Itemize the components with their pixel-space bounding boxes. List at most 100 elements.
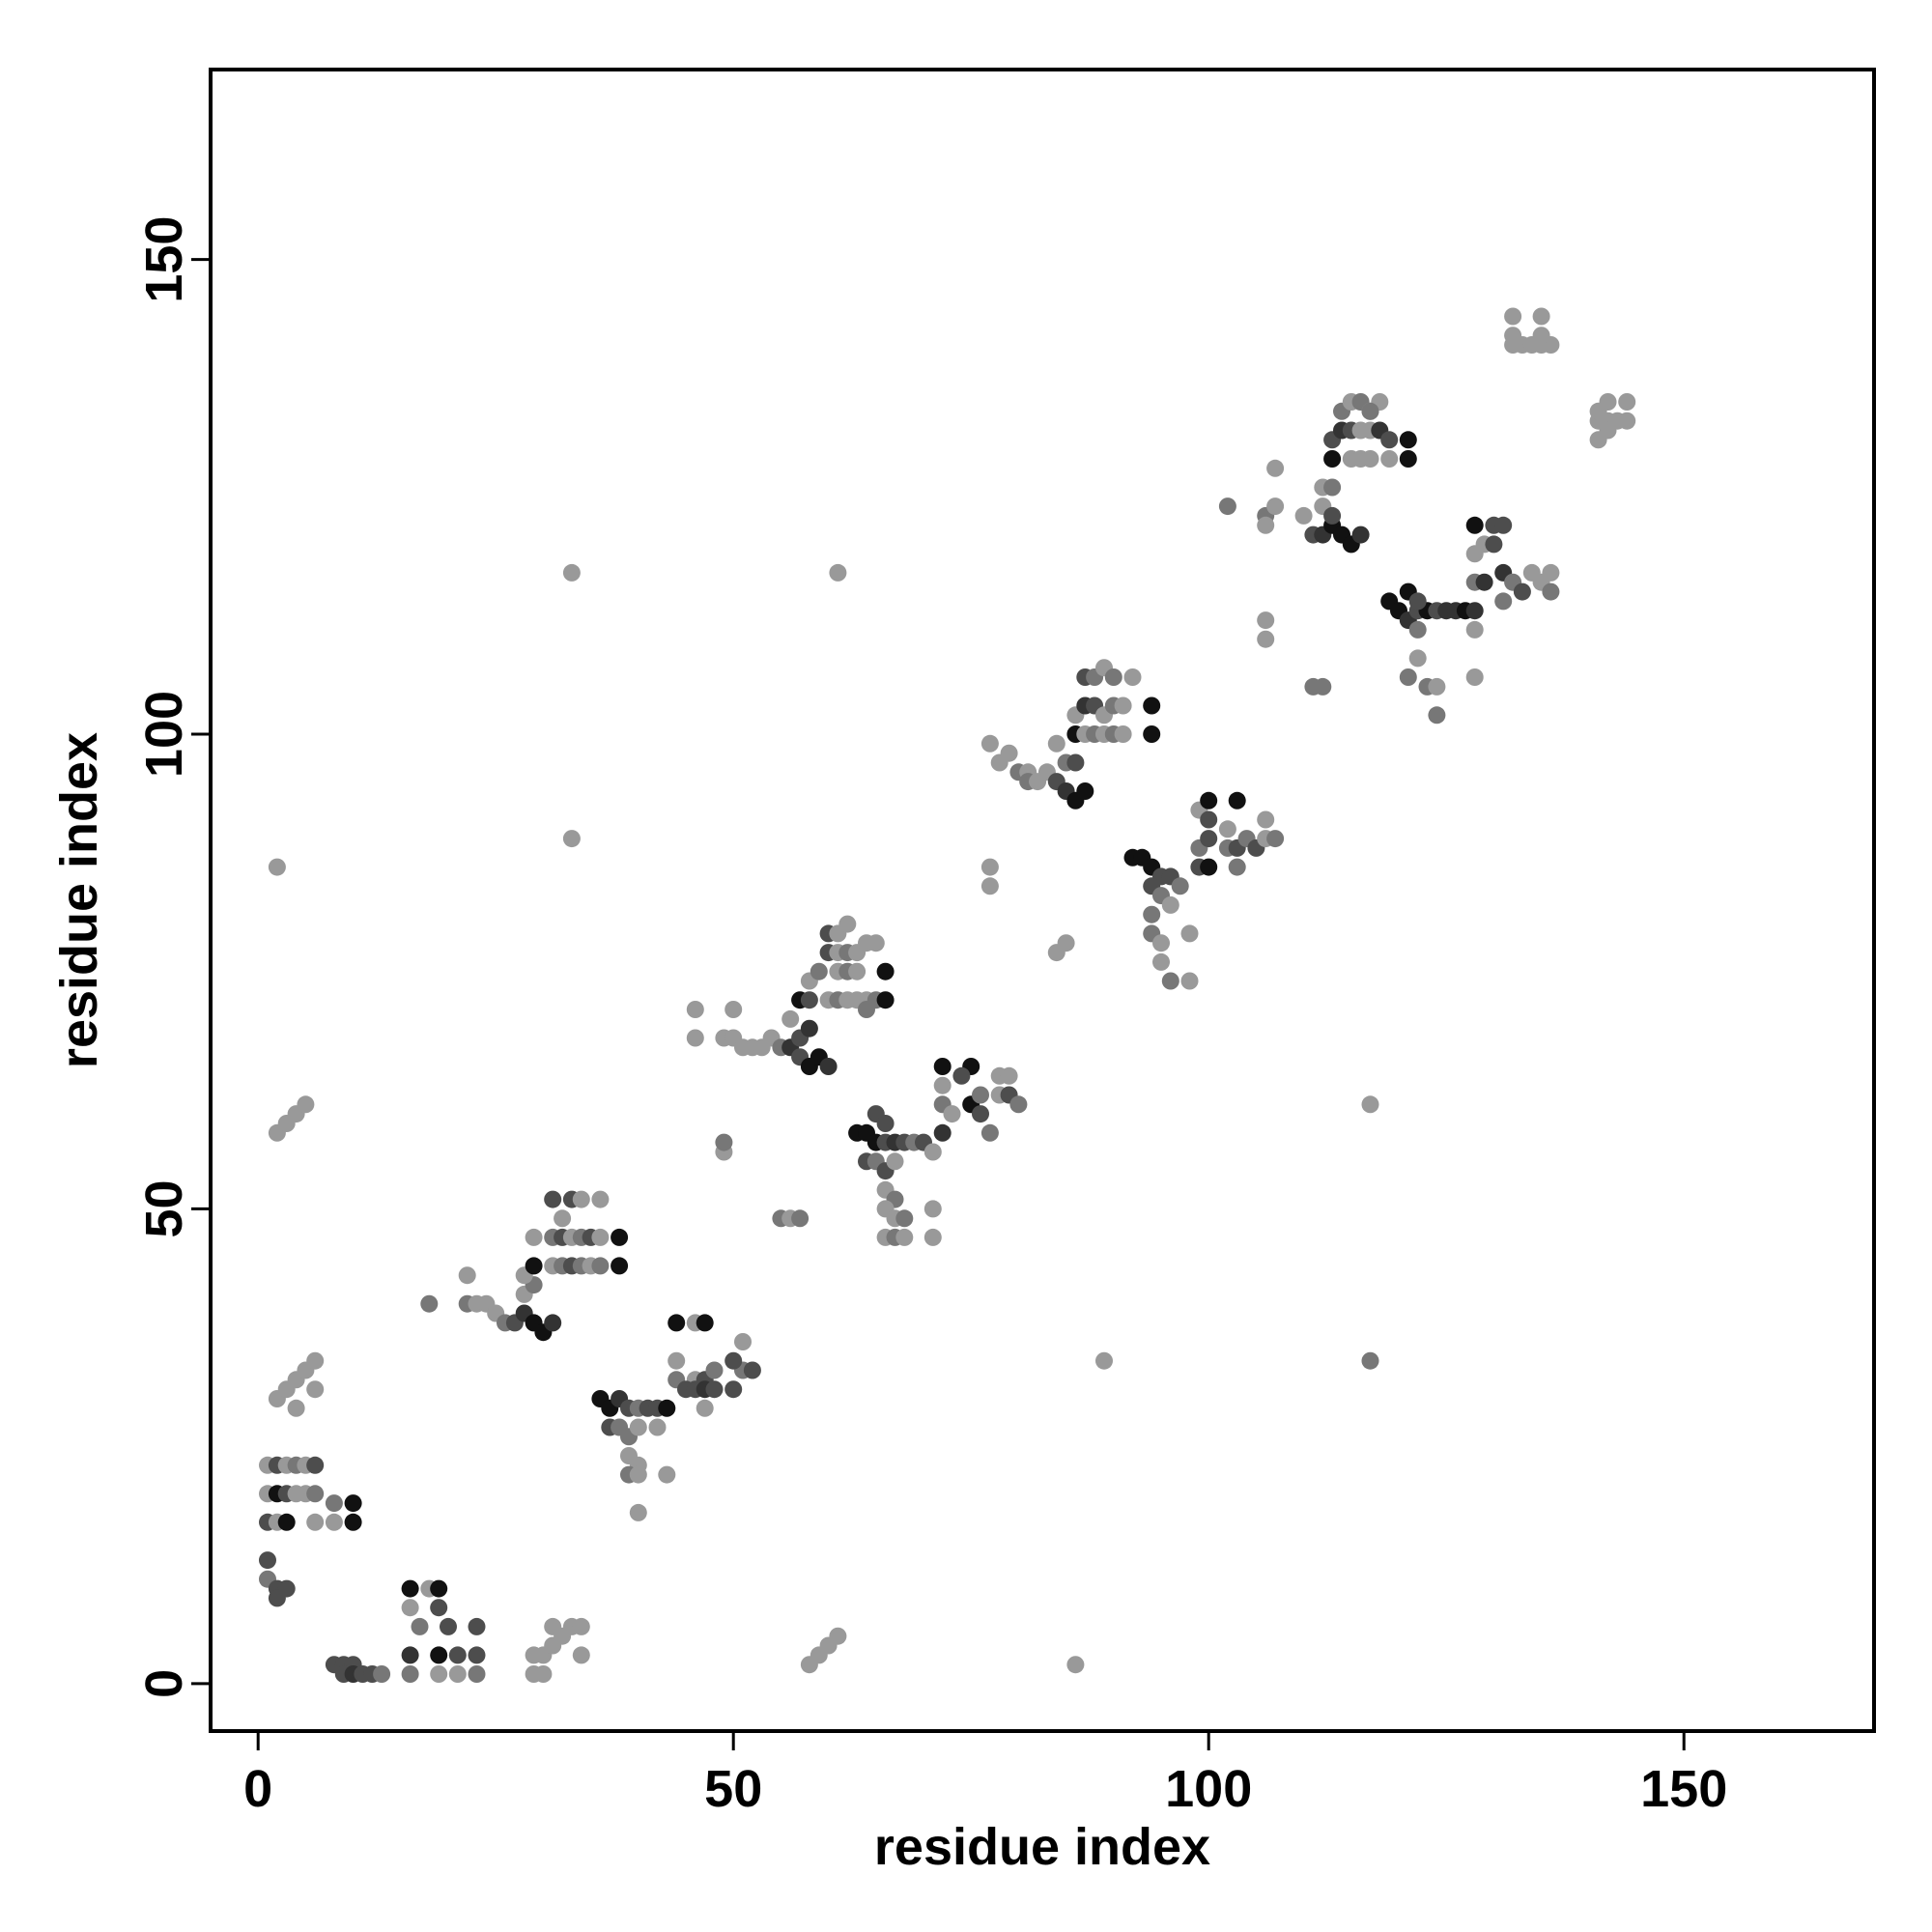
data-point [544,1314,562,1332]
data-point [611,1257,629,1275]
data-point [1399,431,1417,449]
data-point [1542,563,1560,582]
data-point [306,1351,325,1370]
data-point [1380,450,1399,468]
data-point [411,1617,429,1635]
data-point [430,1665,448,1683]
data-point [629,1465,647,1484]
data-point [297,1095,315,1114]
data-point [1542,582,1560,601]
data-point [734,1333,752,1350]
data-point [344,1494,362,1513]
x-axis: 0 50 100 150 [243,1731,1727,1818]
data-point [933,1123,952,1142]
data-point [980,858,999,876]
data-point [591,1190,610,1208]
data-point [829,563,847,582]
data-point [562,830,581,848]
data-point [1257,516,1275,534]
data-point [458,1266,476,1285]
data-point [448,1665,467,1683]
data-point [972,1105,989,1123]
data-point [1361,450,1379,468]
data-point [952,1066,971,1085]
data-point [1152,952,1170,971]
data-point [923,1200,942,1218]
data-point [1266,497,1285,516]
y-axis-title: residue index [50,732,108,1068]
data-point [572,1190,590,1208]
data-point [325,1513,343,1531]
data-point [572,1617,590,1635]
x-tick-label: 50 [704,1760,762,1818]
data-point [810,962,828,980]
data-point [895,1209,914,1228]
data-point [1143,725,1161,743]
data-point [1618,412,1636,430]
data-point [1504,327,1522,345]
data-point [268,1589,286,1607]
data-point [858,1001,875,1018]
data-point [791,1209,810,1228]
data-point [819,1058,838,1075]
data-point [468,1646,486,1664]
x-tick-label: 0 [243,1760,272,1818]
scatter-points [259,307,1636,1683]
data-point [629,1503,647,1521]
data-point [1200,830,1218,848]
data-point [724,1351,743,1370]
data-point [468,1617,486,1635]
data-point [1171,877,1189,895]
data-point [259,1551,276,1570]
data-point [1114,725,1132,743]
data-point [544,1190,562,1208]
data-point [277,1513,296,1531]
data-point [430,1599,448,1617]
data-point [1475,573,1493,591]
data-point [306,1456,325,1474]
data-point [1218,820,1236,838]
data-point [1618,393,1636,411]
data-point [1114,696,1132,715]
data-point [724,1380,743,1399]
data-point [1408,620,1427,639]
data-point [867,934,885,952]
data-point [1200,858,1218,876]
data-point [705,1361,724,1379]
data-point [1599,393,1617,411]
data-point [1143,905,1161,923]
data-point [980,1123,999,1142]
data-point [838,915,857,933]
data-point [1399,450,1417,468]
data-point [344,1513,362,1531]
data-point [525,1228,543,1246]
data-point [401,1579,419,1598]
data-point [686,1001,704,1018]
data-point [848,962,867,980]
data-point [1000,744,1018,762]
data-point [1152,934,1170,952]
data-point [658,1465,676,1484]
data-point [430,1579,448,1598]
data-point [1465,602,1484,620]
data-point [554,1209,572,1228]
data-point [1361,1351,1379,1370]
data-point [1257,611,1275,630]
y-tick-label: 150 [135,216,193,303]
data-point [1066,1656,1085,1674]
data-point [743,1361,761,1379]
data-point [468,1665,486,1683]
data-point [980,877,999,895]
data-point [448,1646,467,1664]
y-axis: 0 50 100 150 [135,216,211,1698]
data-point [923,1228,942,1246]
data-point [629,1418,647,1436]
y-tick-label: 100 [135,691,193,778]
data-point [1361,1095,1379,1114]
data-point [1266,459,1285,477]
data-point [1104,668,1122,686]
data-point [1066,753,1085,772]
data-point [1266,830,1285,848]
x-tick-label: 100 [1165,1760,1252,1818]
data-point [401,1665,419,1683]
